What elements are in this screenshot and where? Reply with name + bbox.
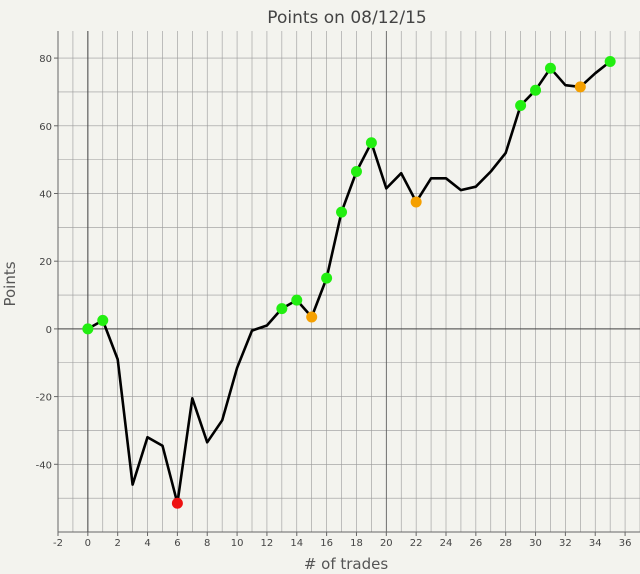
x-tick-label: 10 [231,538,244,549]
y-tick-label: -20 [36,393,52,404]
trade-marker-win [604,55,616,67]
trade-marker-loss [171,497,183,509]
trade-marker-win [365,137,377,149]
x-tick-label: 24 [440,538,453,549]
x-tick-label: 26 [469,538,482,549]
x-tick-label: 4 [144,538,150,549]
x-tick-label: 20 [380,538,393,549]
y-tick-label: 0 [46,325,52,336]
series-polyline [86,60,612,505]
trade-marker-win [276,303,288,315]
trade-marker-win [530,84,542,96]
x-tick-label: 18 [350,538,363,549]
x-tick-label: 36 [619,538,632,549]
grid [57,31,640,533]
x-tick-label: 6 [174,538,180,549]
x-tick-label: 32 [559,538,572,549]
x-tick-label: 22 [410,538,423,549]
trade-marker-win [336,206,348,218]
x-axis-label: # of trades [304,555,389,573]
trade-marker-win [82,323,94,335]
y-tick-label: 20 [39,257,52,268]
x-tick-label: 2 [115,538,121,549]
trade-marker-win [544,62,556,74]
x-tick-label: 16 [320,538,333,549]
trade-marker-win [321,272,333,284]
y-axis-label: Points [1,261,19,306]
y-tick-label: -40 [36,460,52,471]
axes [54,31,640,536]
x-tick-label: 34 [589,538,602,549]
series-line [86,60,612,505]
x-tick-label: 30 [529,538,542,549]
y-tick-label: 60 [39,122,52,133]
x-tick-label: 8 [204,538,210,549]
trade-marker-win [97,314,109,326]
y-tick-label: 80 [39,54,52,65]
x-tick-label: 14 [290,538,303,549]
x-tick-label: 28 [499,538,512,549]
x-tick-label: -2 [53,538,63,549]
chart-title: Points on 08/12/15 [267,8,426,28]
x-tick-label: 0 [85,538,91,549]
trade-markers [82,55,616,509]
tick-labels: -2 0 2 4 6 8 10 12 14 16 18 20 22 24 26 28 30 32 34 36-40-2… [36,54,632,549]
trade-marker-win [291,294,303,306]
trade-marker-scratch [410,196,422,208]
trade-marker-scratch [306,311,318,323]
x-tick-label: 12 [261,538,274,549]
trade-marker-win [350,165,362,177]
trade-marker-win [515,99,527,111]
y-tick-label: 40 [39,189,52,200]
trade-marker-scratch [574,81,586,93]
